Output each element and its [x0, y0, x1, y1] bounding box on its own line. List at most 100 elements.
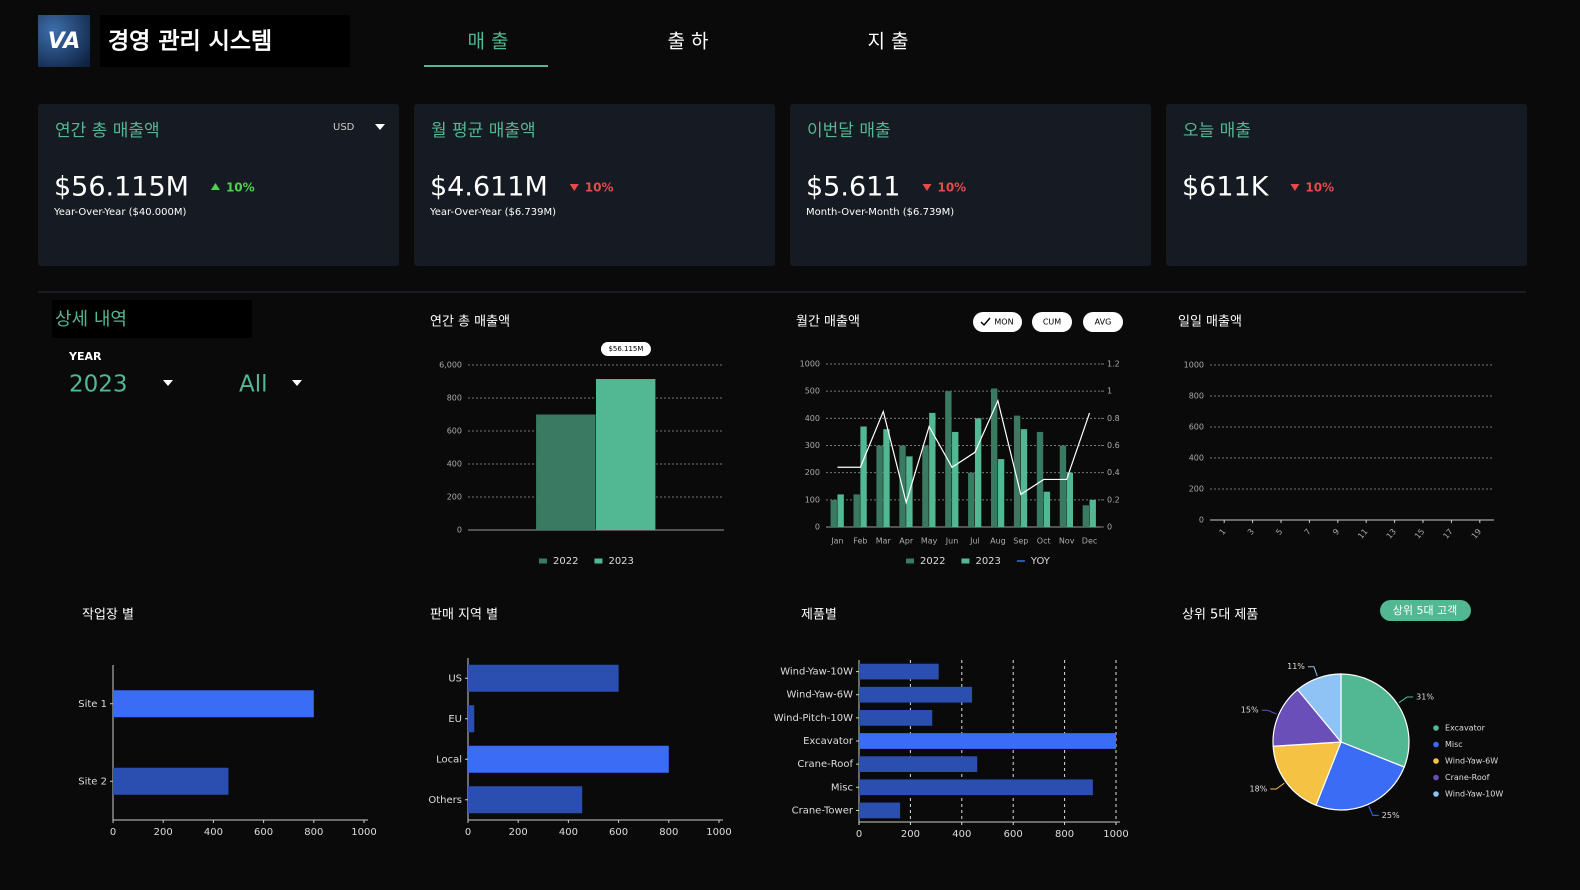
toggle-label[interactable]: CUM	[1043, 318, 1061, 327]
x-tick-label: 5	[1274, 527, 1284, 537]
y-tick-label: 200	[447, 493, 462, 502]
x-tick-label: 7	[1303, 527, 1313, 537]
x-tick-label: 9	[1331, 527, 1341, 537]
scope-select[interactable]: All	[239, 372, 268, 398]
x-tick-label: 400	[952, 829, 971, 840]
toggle-label[interactable]: MON	[994, 318, 1013, 327]
trend-arrow	[569, 184, 579, 191]
y-tick-label: 1000	[1184, 361, 1204, 370]
pie-slice	[1340, 673, 1410, 768]
y-tick-label: US	[448, 673, 462, 684]
y2-tick-label: 0.4	[1107, 468, 1120, 477]
bar	[1082, 505, 1090, 527]
legend-marker	[1433, 741, 1439, 748]
legend-marker	[1433, 791, 1439, 797]
bar	[113, 690, 314, 718]
x-tick-label: 400	[559, 827, 578, 838]
x-tick-label: Mar	[876, 537, 892, 546]
y-tick-label: Crane-Roof	[797, 759, 853, 770]
year-select[interactable]: 2023	[69, 372, 128, 398]
y2-tick-label: 0.8	[1107, 414, 1120, 423]
kpi-change: 10%	[226, 181, 255, 195]
nav-tab[interactable]: 매 출	[468, 31, 509, 53]
dropdown-caret[interactable]	[163, 380, 173, 386]
x-tick-label: 0	[856, 829, 862, 840]
chart-title: 상위 5대 제품	[1182, 608, 1258, 623]
bar	[468, 745, 669, 773]
x-tick-label: 1000	[351, 827, 376, 838]
bar	[853, 494, 860, 527]
bar	[1013, 415, 1021, 527]
y-tick-label: 0	[457, 526, 462, 535]
nav-tab[interactable]: 출 하	[668, 31, 709, 53]
bar	[929, 412, 936, 527]
legend-label: Misc	[1445, 740, 1463, 749]
bar	[945, 391, 952, 527]
y-tick-label: 200	[805, 468, 820, 477]
bar	[859, 779, 1093, 796]
x-tick-label: Sep	[1013, 537, 1028, 546]
x-tick-label: 1	[1217, 527, 1227, 537]
bar	[991, 388, 998, 527]
y-tick-label: Others	[428, 795, 462, 806]
y2-tick-label: 1	[1107, 387, 1112, 396]
x-tick-label: 800	[659, 827, 678, 838]
x-tick-label: 200	[901, 829, 920, 840]
legend-label: Wind-Yaw-6W	[1445, 757, 1498, 766]
check-icon	[980, 317, 991, 327]
bar	[1036, 431, 1044, 527]
y-tick-label: 400	[805, 414, 820, 423]
kpi-note: Year-Over-Year ($6.739M)	[429, 207, 556, 218]
leader-line	[1398, 696, 1414, 704]
bar	[468, 664, 619, 692]
x-tick-label: Dec	[1082, 537, 1097, 546]
legend-marker	[906, 558, 914, 564]
kpi-change: 10%	[585, 181, 614, 195]
y-tick-label: 800	[447, 394, 462, 403]
toggle-label[interactable]: AVG	[1095, 318, 1112, 327]
badge[interactable]	[1380, 600, 1471, 621]
legend-marker	[594, 558, 603, 564]
y-tick-label: EU	[448, 714, 462, 725]
legend-marker	[539, 558, 547, 564]
kpi-change: 10%	[937, 181, 966, 195]
kpi-value: $611K	[1182, 172, 1270, 203]
toggle-button[interactable]	[1032, 312, 1072, 332]
bar	[859, 709, 933, 726]
bar	[952, 431, 959, 527]
y-tick-label: 0	[815, 523, 820, 532]
x-tick-label: 200	[509, 827, 528, 838]
currency-select[interactable]: USD	[333, 122, 355, 133]
bar	[596, 379, 656, 530]
leader-line	[1307, 666, 1318, 677]
x-tick-label: 3	[1246, 527, 1256, 537]
toggle-button[interactable]	[973, 312, 1022, 332]
toggle-button[interactable]	[1083, 312, 1123, 332]
y-tick-label: Excavator	[803, 736, 854, 747]
dropdown-caret[interactable]	[292, 380, 302, 386]
chart-title: 판매 지역 별	[430, 608, 498, 623]
y2-tick-label: 0.2	[1107, 495, 1120, 504]
y-tick-label: 300	[805, 441, 820, 450]
bar	[1089, 499, 1096, 527]
filter-title: 상세 내역	[55, 309, 127, 330]
pie-label: 11%	[1287, 662, 1305, 671]
pie-label: 15%	[1241, 706, 1259, 715]
bar	[536, 414, 596, 530]
x-tick-label: 400	[204, 827, 223, 838]
bar	[1066, 472, 1073, 527]
nav-tab[interactable]: 지 출	[868, 31, 909, 53]
bar	[468, 705, 475, 733]
kpi-value: $5.611	[806, 172, 900, 203]
badge-label[interactable]: 상위 5대 고객	[1393, 604, 1458, 617]
legend-marker	[1433, 758, 1439, 764]
bar	[859, 802, 901, 819]
y-tick-label: 600	[447, 427, 462, 436]
bar	[859, 756, 978, 773]
leader-line	[1368, 806, 1379, 816]
dropdown-caret[interactable]	[375, 124, 385, 130]
y2-tick-label: 0.6	[1107, 441, 1120, 450]
x-tick-label: 0	[465, 827, 471, 838]
x-tick-label: Jan	[830, 537, 843, 546]
logo: VA	[48, 29, 81, 54]
